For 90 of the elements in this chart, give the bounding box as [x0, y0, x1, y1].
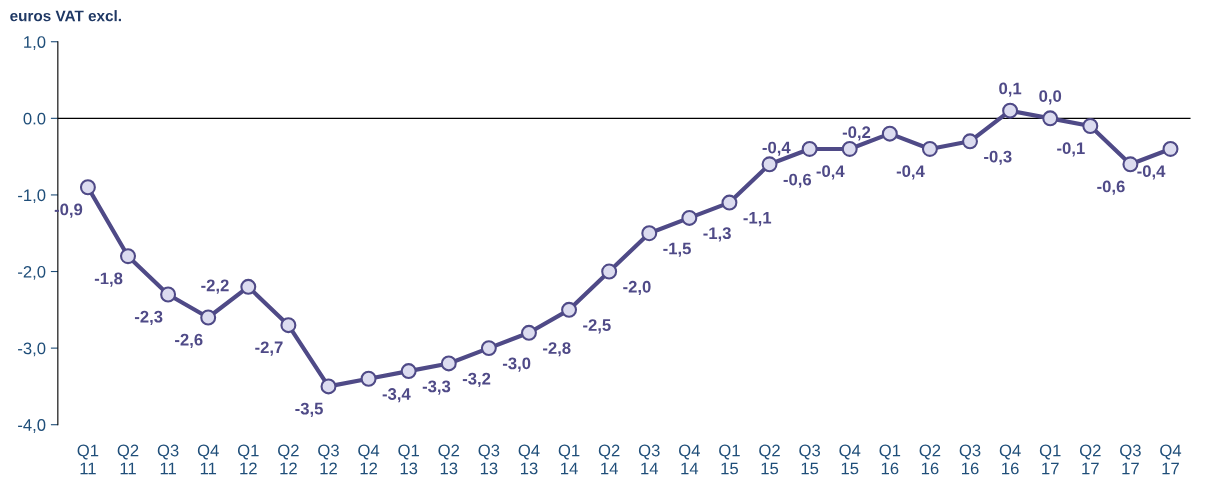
y-axis-title: euros VAT excl.: [10, 10, 121, 22]
point: [681, 209, 698, 226]
x-tick-label: Q3 17: [1120, 444, 1141, 475]
point: [280, 317, 297, 334]
x-tick-label: Q4 11: [197, 444, 219, 475]
data-label: -0,6: [1097, 180, 1125, 195]
data-label: -1,3: [703, 227, 731, 242]
data-label: -0,6: [783, 173, 812, 188]
x-tick-label: Q2 17: [1079, 444, 1101, 475]
point: [601, 263, 618, 280]
x-tick-label: Q3 14: [638, 444, 660, 475]
data-label: -2,6: [175, 333, 203, 348]
x-tick-label: Q1 13: [398, 444, 419, 475]
x-tick-label: Q2 15: [759, 444, 780, 475]
point: [360, 370, 377, 387]
data-label: -0,2: [842, 126, 871, 141]
point: [1082, 118, 1099, 134]
data-label: -0,4: [1137, 165, 1166, 180]
data-label: -0,1: [1057, 142, 1085, 157]
point: [1162, 140, 1179, 157]
data-label: -1,8: [94, 272, 123, 287]
x-tick-label: Q2 14: [598, 444, 620, 475]
data-label: -2,2: [201, 279, 229, 294]
data-label: -3,2: [462, 372, 491, 387]
point: [761, 156, 778, 173]
point: [641, 225, 658, 242]
x-tick-label: Q4 14: [679, 444, 700, 475]
data-label: -0,4: [896, 165, 925, 180]
point: [440, 355, 457, 372]
point: [240, 278, 257, 295]
data-label: 0,0: [1039, 90, 1062, 105]
point: [801, 140, 818, 157]
point: [480, 340, 497, 357]
data-label: -2,8: [543, 342, 571, 357]
x-tick-label: Q4 15: [839, 444, 861, 475]
point: [561, 301, 578, 318]
data-label: -0,3: [984, 150, 1012, 165]
point: [1002, 102, 1019, 119]
x-tick-label: Q3 15: [799, 444, 821, 475]
y-tick-label: 1,0: [24, 36, 46, 50]
data-label: -0,4: [762, 141, 791, 156]
x-tick-label: Q3 13: [478, 444, 500, 475]
x-tick-label: Q3 12: [318, 444, 339, 475]
y-tick-label: -4,0: [18, 419, 46, 433]
x-tick-label: Q1 14: [558, 444, 580, 475]
data-label: 0,1: [999, 82, 1022, 97]
data-label: -2,0: [623, 280, 651, 296]
data-label: -2,7: [255, 341, 283, 356]
point: [881, 125, 898, 142]
x-tick-label: Q1 15: [719, 444, 740, 475]
x-tick-label: Q4 12: [358, 444, 380, 475]
x-tick-label: Q2 12: [278, 444, 299, 475]
x-tick-label: Q3 11: [157, 444, 179, 475]
x-tick-label: Q4 13: [518, 444, 540, 475]
point: [160, 286, 177, 303]
data-label: -3,5: [295, 402, 323, 417]
x-tick-label: Q1 17: [1039, 444, 1061, 475]
point: [721, 194, 738, 211]
point: [200, 309, 217, 326]
point: [520, 324, 537, 341]
y-tick-label: -2,0: [18, 265, 46, 280]
point: [1122, 156, 1139, 173]
point: [320, 378, 337, 395]
point: [921, 140, 938, 157]
x-tick-label: Q4 17: [1160, 444, 1182, 475]
point: [120, 248, 136, 265]
point: [79, 179, 96, 196]
data-label: -3,3: [422, 380, 451, 395]
point: [1042, 110, 1059, 127]
x-tick-label: Q3 16: [959, 444, 981, 475]
x-tick-label: Q1 12: [237, 444, 259, 475]
y-tick-label: -3,0: [18, 342, 46, 357]
x-tick-label: Q4 16: [999, 444, 1021, 475]
data-label: -1,1: [743, 212, 772, 227]
y-tick-label: 0.0: [23, 112, 46, 125]
point: [400, 363, 417, 380]
data-label: -0,4: [816, 165, 845, 180]
data-label: -2,3: [134, 310, 163, 325]
data-label: -3,0: [502, 357, 531, 372]
x-tick-label: Q1 16: [879, 444, 901, 475]
data-label: -3,4: [382, 388, 411, 403]
point: [841, 140, 858, 157]
x-tick-label: Q1 11: [77, 444, 99, 475]
data-label: -2,5: [583, 319, 611, 334]
x-tick-label: Q2 13: [438, 444, 460, 475]
point: [962, 133, 978, 150]
x-tick-label: Q2 16: [919, 444, 941, 475]
y-tick-label: -1,0: [18, 189, 46, 204]
data-label: -1,5: [663, 242, 691, 257]
x-tick-label: Q2 11: [117, 444, 139, 475]
